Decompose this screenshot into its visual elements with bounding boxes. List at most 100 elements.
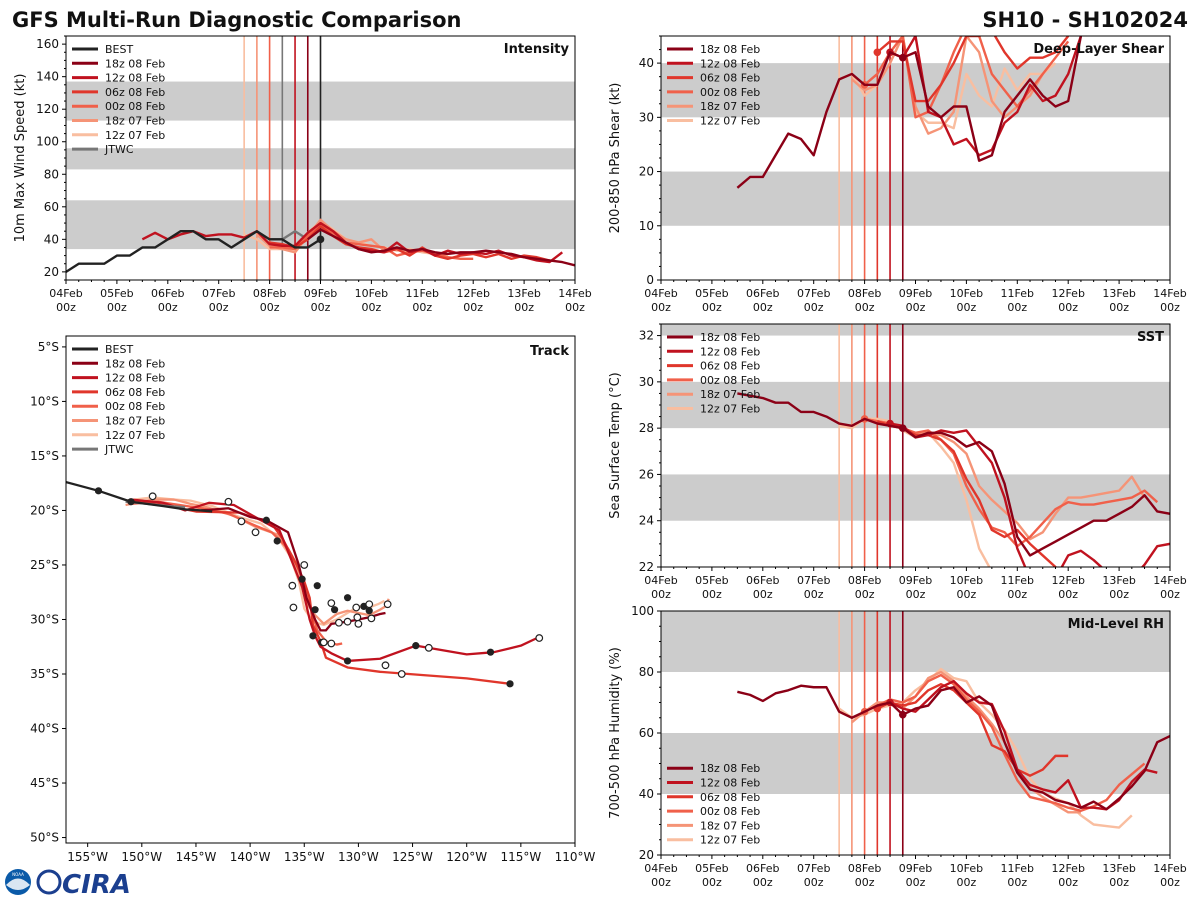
track-point-open <box>354 619 363 628</box>
track-point-open <box>327 639 336 648</box>
legend-label: 12z 07 Feb <box>700 115 760 128</box>
y-tick-label: 60 <box>639 726 654 740</box>
x-tick-label: 115°W <box>500 850 541 864</box>
x-tick-label: 04Feb <box>644 862 677 875</box>
sst-chart: 22242628303204Feb00z05Feb00z06Feb00z07Fe… <box>608 323 1187 601</box>
legend-label: 12z 07 Feb <box>105 429 165 442</box>
track-point-filled <box>330 606 339 614</box>
y-tick-label: 32 <box>639 329 654 343</box>
y-axis-label: Sea Surface Temp (°C) <box>608 372 623 519</box>
series-line <box>737 392 1170 557</box>
y-tick-label: 100 <box>631 604 654 618</box>
legend-label: 12z 08 Feb <box>700 345 760 358</box>
y-tick-label: 25°S <box>30 558 59 572</box>
x-tick-label: 07Feb <box>797 287 830 300</box>
x-tick-label: 04Feb <box>644 574 677 587</box>
panel-title: Deep-Layer Shear <box>1033 42 1164 57</box>
x-tick-label-hour: 00z <box>804 301 824 314</box>
x-tick-label: 13Feb <box>1102 862 1135 875</box>
x-tick-label: 11Feb <box>1001 574 1034 587</box>
legend-label: 18z 08 Feb <box>700 762 760 775</box>
track-point-filled <box>313 582 321 590</box>
legend-label: 12z 08 Feb <box>105 72 165 85</box>
legend-label: 18z 07 Feb <box>700 100 760 113</box>
x-tick-label-hour: 00z <box>957 876 977 889</box>
x-tick-label: 10Feb <box>950 574 983 587</box>
y-tick-label: 5°S <box>38 340 59 354</box>
track-point-filled <box>365 607 373 615</box>
y-tick-label: 120 <box>36 102 59 116</box>
track-point-filled <box>486 648 495 656</box>
track-point-open <box>148 492 157 501</box>
x-tick-label-hour: 00z <box>906 301 926 314</box>
x-tick-label: 125°W <box>392 850 433 864</box>
x-tick-label-hour: 00z <box>702 301 722 314</box>
x-tick-label-hour: 00z <box>362 301 382 314</box>
x-tick-label: 04Feb <box>644 287 677 300</box>
x-tick-label-hour: 00z <box>412 301 432 314</box>
x-tick-label: 08Feb <box>848 287 881 300</box>
y-tick-label: 20 <box>639 848 654 862</box>
init-marker <box>898 53 907 62</box>
series-line <box>736 36 1083 189</box>
intensity-band <box>661 733 1170 794</box>
x-tick-label: 05Feb <box>100 287 133 300</box>
x-tick-label: 07Feb <box>797 574 830 587</box>
x-tick-label-hour: 00z <box>702 876 722 889</box>
x-tick-label-hour: 00z <box>957 301 977 314</box>
legend-label: 12z 08 Feb <box>700 57 760 70</box>
series-line <box>838 417 991 567</box>
x-tick-label: 06Feb <box>746 287 779 300</box>
init-marker <box>873 48 882 57</box>
legend-label: 18z 08 Feb <box>105 57 165 70</box>
x-tick-label: 110°W <box>555 850 596 864</box>
x-tick-label: 10Feb <box>950 862 983 875</box>
series-line <box>307 228 575 267</box>
y-tick-label: 26 <box>639 467 654 481</box>
track-point-filled <box>343 657 352 665</box>
x-tick-label: 05Feb <box>695 287 728 300</box>
x-tick-label-hour: 00z <box>514 301 534 314</box>
x-tick-label-hour: 00z <box>804 876 824 889</box>
plot-area <box>661 36 1170 280</box>
y-tick-label: 30 <box>639 375 654 389</box>
track-point-filled <box>94 487 103 495</box>
axes-frame <box>65 335 576 844</box>
legend-label: 12z 07 Feb <box>700 834 760 847</box>
track-point-open <box>397 670 406 678</box>
x-tick-label-hour: 00z <box>158 301 178 314</box>
x-tick-label: 12Feb <box>1051 862 1084 875</box>
legend-label: 18z 07 Feb <box>105 115 165 128</box>
x-tick-label-hour: 00z <box>209 301 229 314</box>
x-tick-label-hour: 00z <box>565 301 585 314</box>
track-point-open <box>288 581 297 590</box>
panel-title: Intensity <box>504 42 570 57</box>
y-tick-label: 15°S <box>30 449 59 463</box>
legend-label: 00z 08 Feb <box>105 400 165 413</box>
x-tick-label: 06Feb <box>151 287 184 300</box>
track-point-open <box>319 638 328 647</box>
legend-label: 00z 08 Feb <box>700 805 760 818</box>
cira-logo-ring <box>36 869 62 895</box>
legend-label: 06z 08 Feb <box>700 72 760 85</box>
legend-label: 18z 07 Feb <box>700 819 760 832</box>
track-point-open <box>365 600 374 609</box>
series-line <box>838 667 1133 829</box>
x-tick-label: 08Feb <box>848 574 881 587</box>
track-point-filled <box>506 680 514 688</box>
legend-label: 12z 08 Feb <box>700 777 760 790</box>
x-tick-label-hour: 00z <box>1160 588 1180 601</box>
plot-area <box>66 36 575 280</box>
x-tick-label: 05Feb <box>695 574 728 587</box>
track-point-open <box>383 600 392 609</box>
x-tick-label-hour: 00z <box>1058 301 1078 314</box>
x-tick-label: 11Feb <box>1001 287 1034 300</box>
x-tick-label: 14Feb <box>1153 574 1186 587</box>
x-tick-label-hour: 00z <box>804 588 824 601</box>
shear-chart: 01020304004Feb00z05Feb00z06Feb00z07Feb00… <box>608 35 1187 314</box>
x-tick-label-hour: 00z <box>957 588 977 601</box>
x-tick-label: 150°W <box>121 850 162 864</box>
x-tick-label: 09Feb <box>304 287 337 300</box>
cira-logo-text: CIRA <box>62 870 131 900</box>
y-tick-label: 40 <box>44 232 59 246</box>
